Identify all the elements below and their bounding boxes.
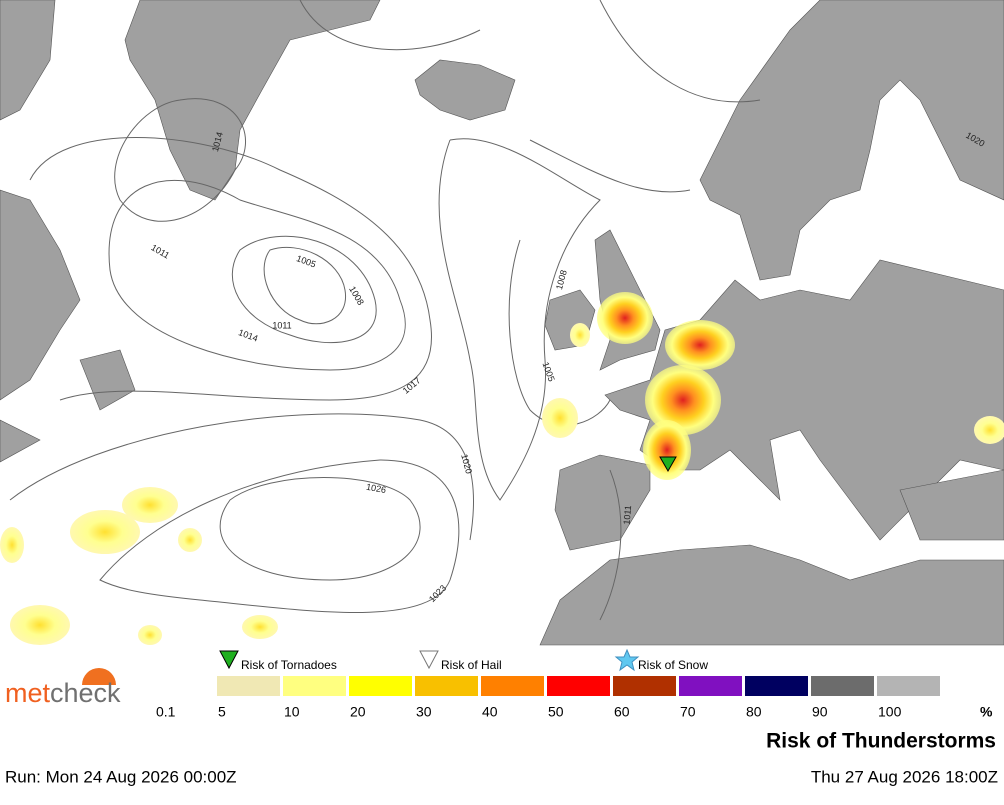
canada	[0, 0, 56, 121]
risk-label: Risk of Hail	[441, 658, 502, 672]
logo-sun	[82, 668, 116, 685]
scale-box	[415, 676, 478, 696]
logo-part: met	[5, 678, 51, 708]
iberia	[554, 454, 651, 551]
risk-icon	[219, 650, 239, 670]
scandinavia	[699, 0, 1004, 281]
valid-time: Thu 27 Aug 2026 18:00Z	[811, 767, 998, 786]
isobar	[599, 469, 622, 621]
thunder-risk-area	[70, 510, 140, 554]
title: Risk of Thunderstorms	[766, 730, 996, 753]
scale-label: 10	[284, 704, 300, 720]
isobar	[299, 0, 761, 103]
scale-box	[679, 676, 742, 696]
labrador	[0, 189, 81, 401]
risk-icon	[419, 650, 439, 670]
logo-part: check	[50, 678, 121, 708]
isobar	[99, 459, 460, 613]
thunder-risk-area	[10, 605, 70, 645]
scale-box	[481, 676, 544, 696]
thunder-risk-area	[0, 527, 24, 563]
nova-scotia	[0, 419, 41, 463]
risk-icons: Risk of Tornadoes Risk of Hail Risk of Sno…	[219, 648, 708, 672]
thunder-risk-area	[665, 320, 735, 370]
scale-label: 80	[746, 704, 762, 720]
isobar	[9, 413, 474, 541]
scale-box	[745, 676, 808, 696]
thunder-risk-area	[138, 625, 162, 645]
risk-label: Risk of Tornadoes	[241, 658, 337, 672]
thunder-risk-area	[643, 420, 691, 480]
isobar	[108, 179, 406, 371]
scale-box	[613, 676, 676, 696]
africa	[539, 544, 1004, 646]
thunder-risk-area	[645, 365, 721, 435]
scale-box	[349, 676, 412, 696]
scale-unit: %	[980, 704, 993, 720]
isobar	[263, 246, 346, 325]
scale-label: 90	[812, 704, 828, 720]
scale-label: 70	[680, 704, 696, 720]
isobar	[29, 137, 432, 401]
logo-text: metcheck	[5, 678, 121, 708]
scale-label: 0.1	[156, 704, 176, 720]
isobar	[508, 139, 691, 426]
scale-label: 60	[614, 704, 630, 720]
thunder-risk-area	[974, 416, 1004, 444]
thunder-risk-area	[597, 292, 653, 344]
risk-label: Risk of Snow	[638, 658, 708, 672]
thunder-risk-area	[122, 487, 178, 523]
isobar	[219, 477, 421, 581]
isobar	[231, 235, 377, 344]
scale-label: 20	[350, 704, 366, 720]
isobar-label: 1011	[622, 505, 634, 525]
turkey	[899, 469, 1004, 541]
scale-label: 30	[416, 704, 432, 720]
tornado-marker	[659, 456, 677, 473]
color-scale: 0.1 5 10 20 30 40 50 60 70 80 90 100%	[156, 676, 993, 720]
run-time: Run: Mon 24 Aug 2026 00:00Z	[5, 767, 237, 786]
isobar-label: 1026	[365, 482, 386, 495]
isobar	[114, 98, 246, 222]
scale-label: 5	[218, 704, 226, 720]
thunder-risk-area	[542, 398, 578, 438]
map: 1014101110051008101410111017102010261023…	[0, 0, 1004, 646]
greenland	[124, 0, 381, 201]
risk-icon	[614, 648, 640, 672]
scale-label: 40	[482, 704, 498, 720]
isobar	[438, 138, 601, 501]
scale-box	[217, 676, 280, 696]
scale-box	[811, 676, 874, 696]
scale-box	[283, 676, 346, 696]
thunder-risk-area	[178, 528, 202, 552]
logo: metcheck	[5, 668, 121, 708]
isobar-label: 1011	[272, 320, 291, 330]
scale-box	[547, 676, 610, 696]
iceland	[414, 59, 516, 121]
thunder-risk-area	[242, 615, 278, 639]
scale-label: 50	[548, 704, 564, 720]
thunder-risk-area	[570, 323, 590, 347]
scale-label: 100	[878, 704, 902, 720]
scale-box	[877, 676, 940, 696]
